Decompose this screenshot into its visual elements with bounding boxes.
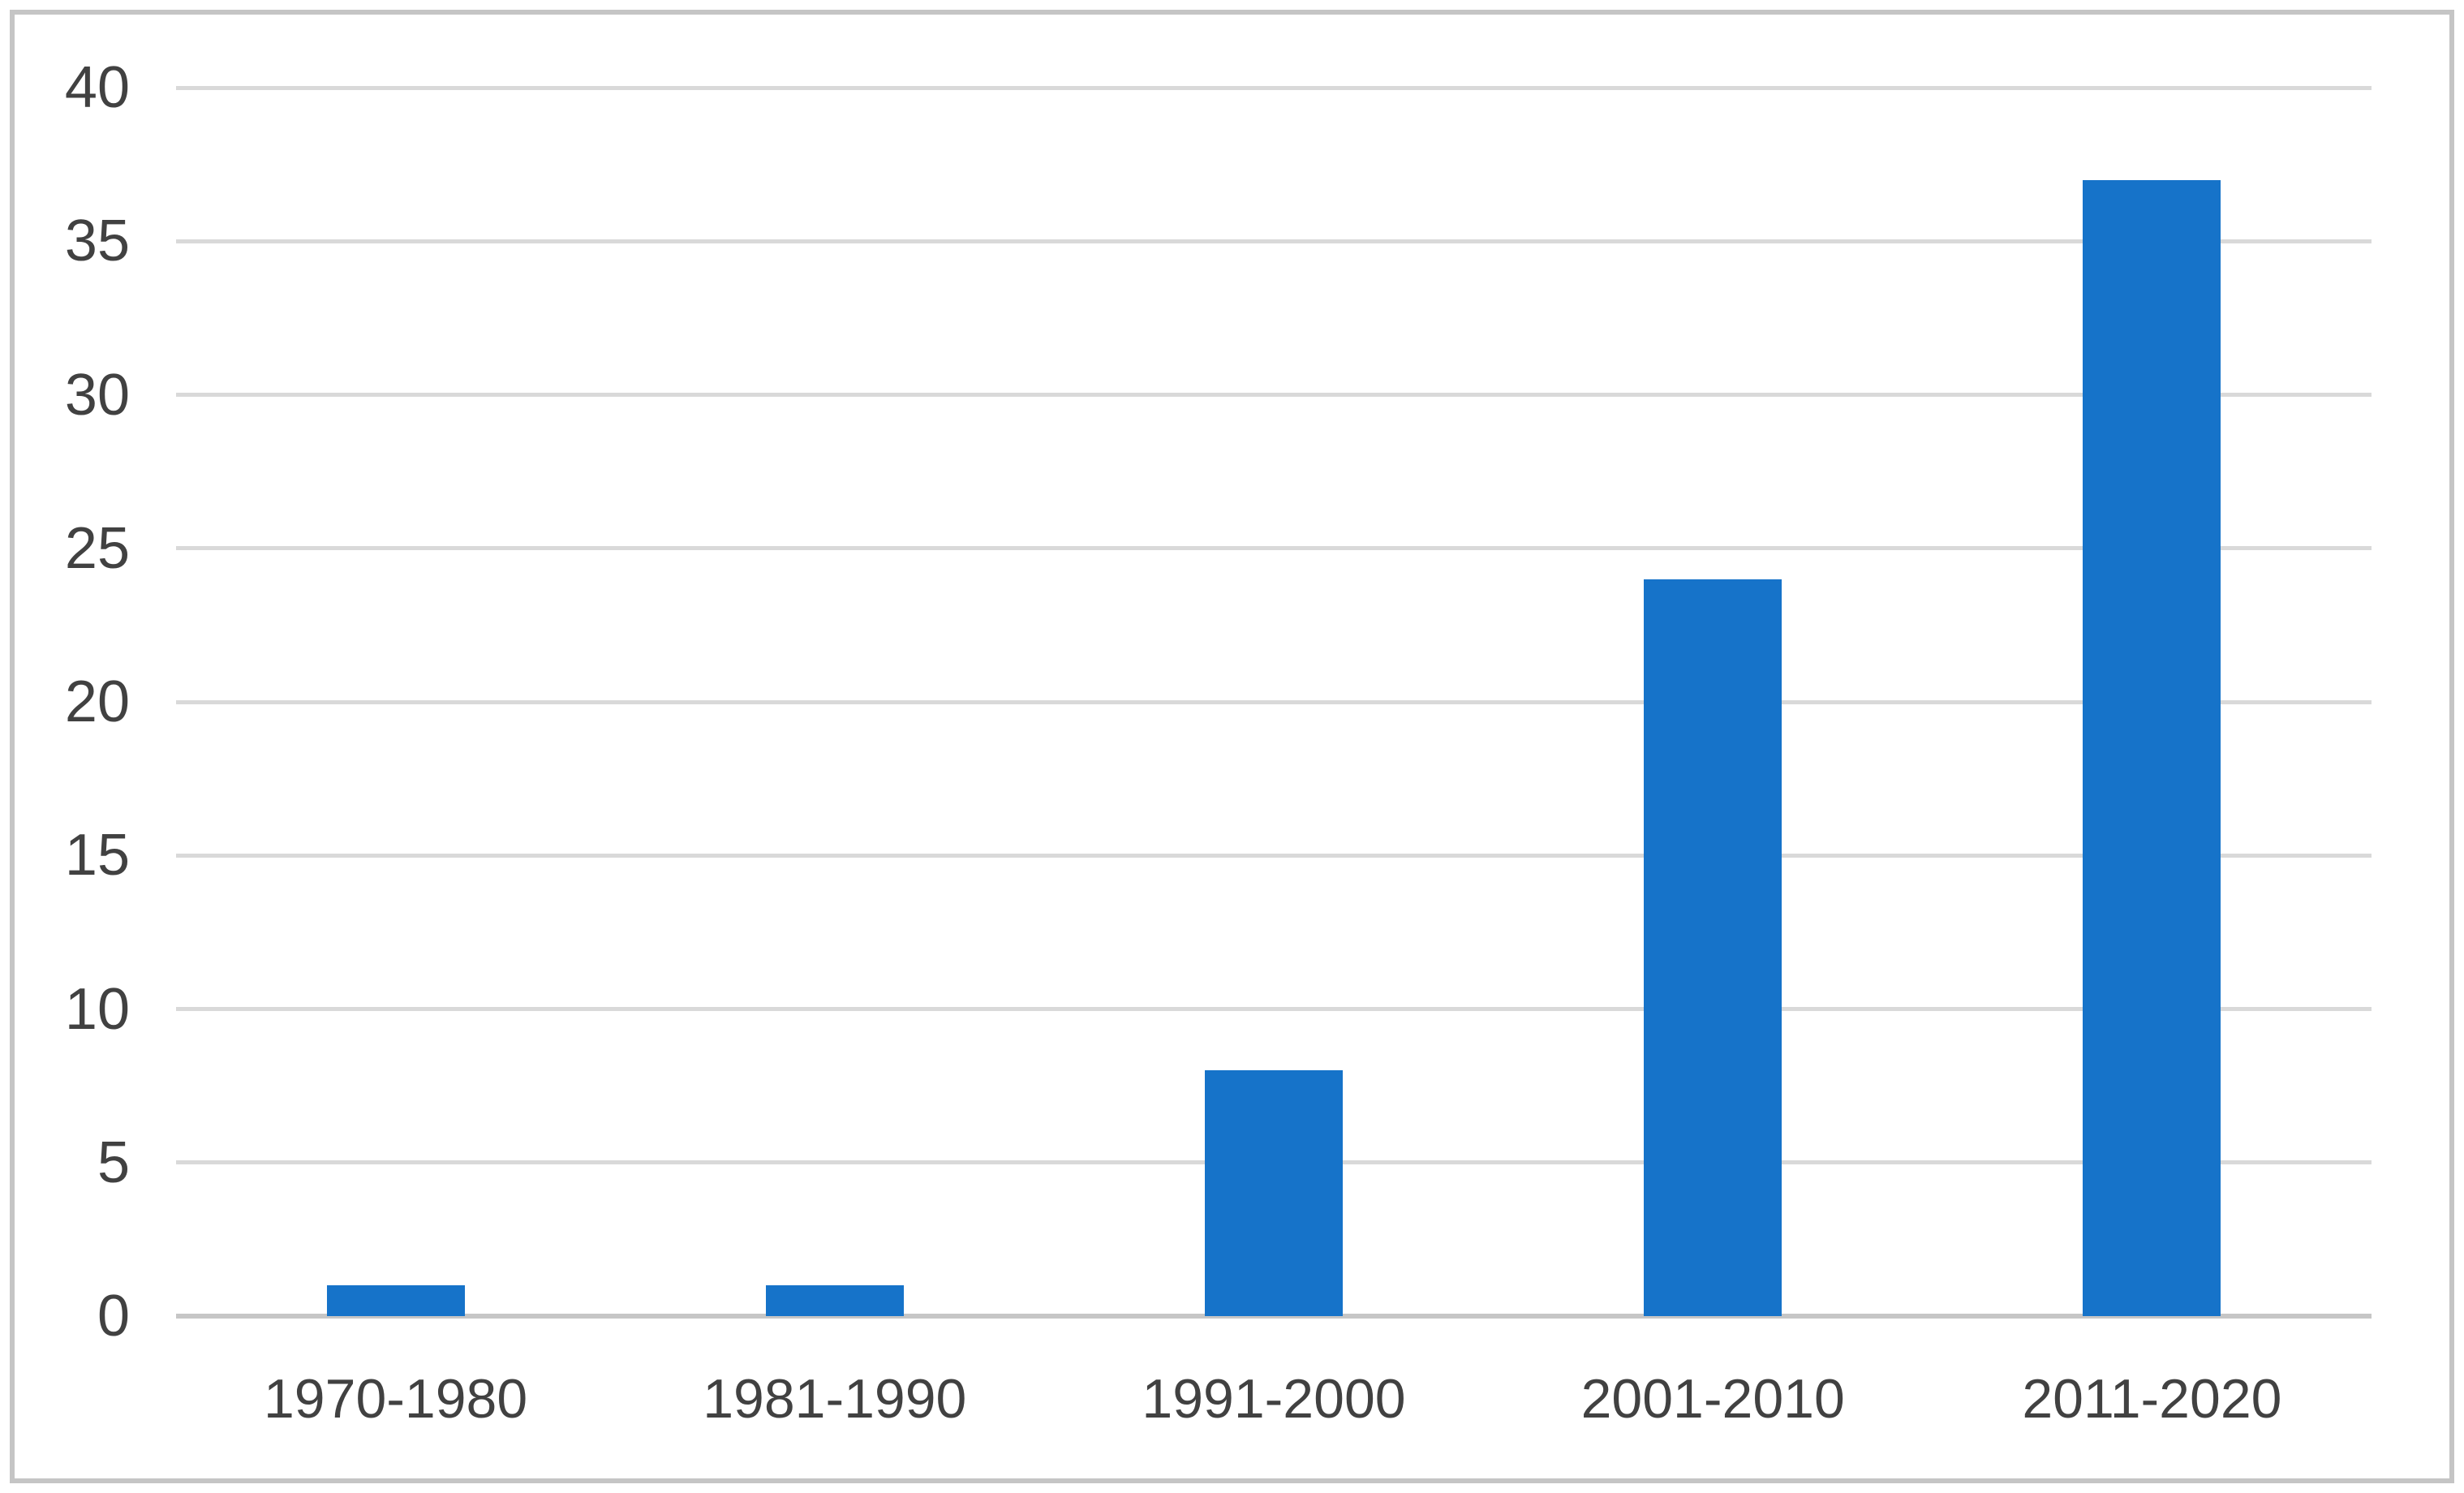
bar-1970-1980 xyxy=(326,1285,465,1316)
gridline xyxy=(176,85,2372,90)
x-axis-category-label: 2011-2020 xyxy=(2022,1368,2282,1430)
gridline xyxy=(176,699,2372,704)
bar-2001-2010 xyxy=(1644,579,1782,1316)
y-axis-tick-label: 25 xyxy=(64,515,130,581)
y-axis-tick-label: 0 xyxy=(97,1284,130,1349)
y-axis-tick-label: 20 xyxy=(64,669,130,734)
y-axis-tick-label: 40 xyxy=(64,55,130,120)
bar-1981-1990 xyxy=(765,1285,904,1316)
x-axis-category-label: 1970-1980 xyxy=(263,1368,528,1430)
x-axis-category-label: 1991-2000 xyxy=(1142,1368,1406,1430)
gridline xyxy=(176,393,2372,397)
x-axis-category-label: 1981-1990 xyxy=(703,1368,967,1430)
gridline xyxy=(176,853,2372,858)
y-axis-tick-label: 15 xyxy=(64,823,130,888)
bar-1991-2000 xyxy=(1205,1070,1343,1316)
bar-2011-2020 xyxy=(2083,179,2221,1316)
chart-frame: 0 5 10 15 20 25 30 35 40 1970-1980 1981-1990 1991-… xyxy=(10,10,2454,1483)
y-axis-tick-label: 35 xyxy=(64,209,130,274)
y-axis-tick-label: 5 xyxy=(97,1129,130,1195)
y-axis-tick-label: 30 xyxy=(64,362,130,428)
plot-area xyxy=(176,85,2372,1319)
y-axis-tick-label: 10 xyxy=(64,976,130,1042)
gridline xyxy=(176,239,2372,243)
gridline xyxy=(176,1007,2372,1011)
x-axis-category-label: 2001-2010 xyxy=(1580,1368,1845,1430)
gridline xyxy=(176,546,2372,551)
x-axis-line xyxy=(176,1314,2372,1319)
